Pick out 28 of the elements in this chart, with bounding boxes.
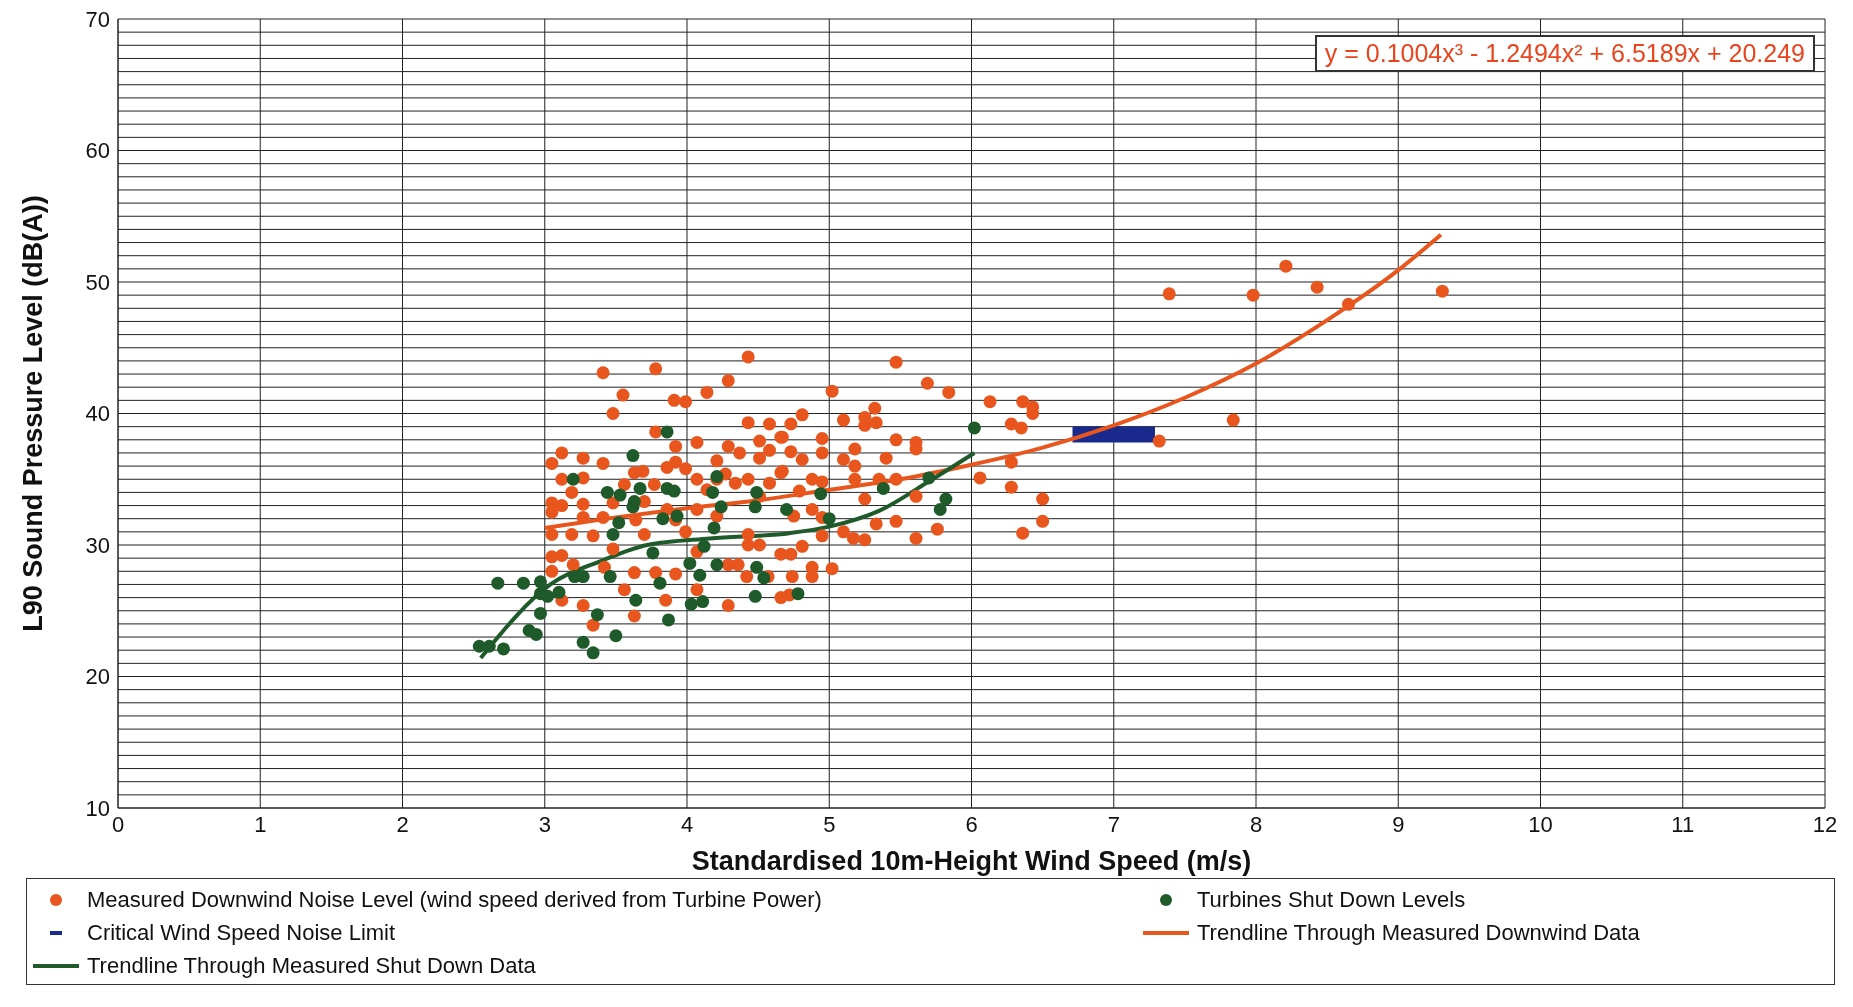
y-tick-label: 10 [85,795,110,821]
y-tick-label: 70 [85,6,110,32]
legend-label: Critical Wind Speed Noise Limit [87,919,396,946]
x-tick-label: 1 [254,811,267,837]
x-tick-label: 10 [1528,811,1553,837]
legend-label: Measured Downwind Noise Level (wind speed derived from Turbine Power) [87,886,822,913]
x-tick-label: 0 [111,811,125,837]
x-axis-title: Standardised 10m-Height Wind Speed (m/s) [691,846,1252,876]
x-tick-label: 12 [1812,811,1838,837]
x-tick-label: 9 [1392,811,1405,837]
y-axis-title: L90 Sound Pressure Level (dB(A)) [17,195,48,632]
y-tick-label: 20 [85,664,110,690]
x-tick-label: 2 [396,811,409,837]
x-tick-label: 3 [538,811,551,837]
x-tick-label: 4 [680,811,694,837]
y-tick-label: 60 [85,138,110,164]
y-tick-label: 30 [85,532,110,558]
x-tick-label: 8 [1249,811,1263,837]
y-tick-label: 40 [85,401,110,427]
legend-label: Trendline Through Measured Shut Down Data [87,952,536,979]
legend-label: Turbines Shut Down Levels [1197,886,1466,913]
y-tick-label: 50 [85,269,110,295]
x-tick-label: 11 [1671,811,1695,837]
x-tick-label: 5 [823,811,836,837]
annotation: y = 0.1004x³ - 1.2494x² + 6.5189x + 20.249 [1314,35,1815,72]
legend-label: Trendline Through Measured Downwind Data [1197,919,1640,946]
x-tick-label: 7 [1107,811,1120,837]
x-tick-label: 6 [965,811,978,837]
